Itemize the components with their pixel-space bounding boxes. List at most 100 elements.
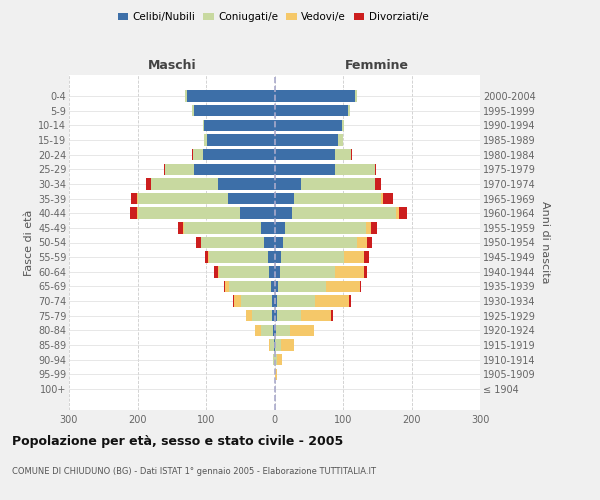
Bar [338, 134, 343, 145]
Bar [335, 164, 374, 175]
Bar [275, 310, 277, 322]
Bar [278, 281, 326, 292]
Bar [193, 149, 203, 160]
Bar [187, 90, 275, 102]
Bar [228, 193, 275, 204]
Bar [131, 193, 137, 204]
Bar [341, 120, 344, 131]
Bar [233, 296, 234, 307]
Y-axis label: Fasce di età: Fasce di età [23, 210, 34, 276]
Bar [205, 252, 208, 263]
Bar [275, 296, 277, 307]
Bar [351, 149, 352, 160]
Bar [137, 208, 240, 219]
Bar [275, 281, 278, 292]
Bar [272, 310, 275, 322]
Bar [275, 120, 341, 131]
Bar [275, 193, 293, 204]
Bar [275, 149, 335, 160]
Bar [275, 208, 292, 219]
Bar [277, 310, 301, 322]
Bar [281, 340, 295, 351]
Bar [382, 193, 383, 204]
Bar [365, 222, 371, 234]
Bar [275, 134, 338, 145]
Bar [200, 237, 201, 248]
Bar [203, 149, 275, 160]
Bar [275, 105, 349, 117]
Bar [146, 178, 151, 190]
Bar [375, 178, 380, 190]
Bar [185, 90, 187, 102]
Bar [293, 193, 382, 204]
Bar [151, 178, 218, 190]
Bar [137, 193, 228, 204]
Bar [273, 354, 275, 366]
Bar [271, 281, 275, 292]
Bar [240, 208, 275, 219]
Bar [275, 222, 285, 234]
Bar [130, 208, 137, 219]
Bar [218, 178, 275, 190]
Bar [335, 149, 351, 160]
Bar [268, 252, 275, 263]
Bar [275, 354, 277, 366]
Bar [264, 237, 275, 248]
Bar [208, 134, 275, 145]
Bar [274, 340, 275, 351]
Bar [214, 266, 218, 278]
Bar [355, 90, 357, 102]
Bar [275, 164, 335, 175]
Bar [374, 164, 376, 175]
Bar [326, 281, 360, 292]
Bar [234, 296, 241, 307]
Bar [275, 368, 277, 380]
Bar [219, 266, 269, 278]
Bar [349, 105, 350, 117]
Text: Maschi: Maschi [148, 58, 196, 71]
Bar [275, 340, 281, 351]
Bar [261, 222, 275, 234]
Text: Femmine: Femmine [345, 58, 409, 71]
Bar [283, 237, 357, 248]
Bar [275, 266, 280, 278]
Bar [209, 252, 268, 263]
Bar [301, 178, 374, 190]
Bar [364, 252, 369, 263]
Bar [399, 208, 407, 219]
Bar [204, 134, 208, 145]
Y-axis label: Anni di nascita: Anni di nascita [540, 201, 550, 284]
Bar [201, 237, 264, 248]
Bar [281, 252, 344, 263]
Bar [275, 178, 301, 190]
Bar [191, 149, 193, 160]
Bar [164, 164, 165, 175]
Bar [204, 120, 275, 131]
Bar [261, 324, 273, 336]
Bar [396, 208, 399, 219]
Bar [247, 310, 252, 322]
Bar [208, 252, 209, 263]
Bar [364, 266, 367, 278]
Text: Popolazione per età, sesso e stato civile - 2005: Popolazione per età, sesso e stato civil… [12, 435, 343, 448]
Bar [256, 324, 261, 336]
Bar [349, 296, 350, 307]
Bar [194, 164, 275, 175]
Legend: Celibi/Nubili, Coniugati/e, Vedovi/e, Divorziati/e: Celibi/Nubili, Coniugati/e, Vedovi/e, Di… [113, 8, 433, 26]
Bar [275, 324, 276, 336]
Bar [356, 237, 367, 248]
Bar [178, 222, 184, 234]
Bar [371, 222, 377, 234]
Bar [275, 252, 281, 263]
Bar [269, 266, 275, 278]
Bar [277, 354, 282, 366]
Bar [192, 105, 194, 117]
Bar [196, 237, 200, 248]
Bar [203, 120, 204, 131]
Bar [383, 193, 393, 204]
Bar [360, 281, 361, 292]
Bar [218, 266, 219, 278]
Bar [275, 90, 355, 102]
Bar [276, 324, 290, 336]
Bar [271, 340, 274, 351]
